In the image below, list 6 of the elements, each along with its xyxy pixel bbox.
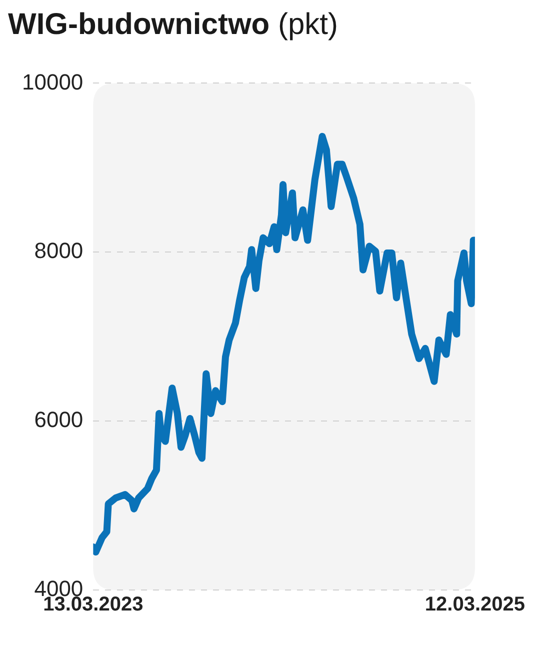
y-tick-label: 6000 xyxy=(34,407,84,432)
y-tick-label: 8000 xyxy=(34,238,84,264)
y-tick-label: 10000 xyxy=(22,69,84,94)
chart-title: WIG-budownictwo xyxy=(8,8,270,41)
x-tick-label: 12.03.2025 xyxy=(424,594,526,616)
chart-subtitle: (pkt) xyxy=(278,8,338,41)
